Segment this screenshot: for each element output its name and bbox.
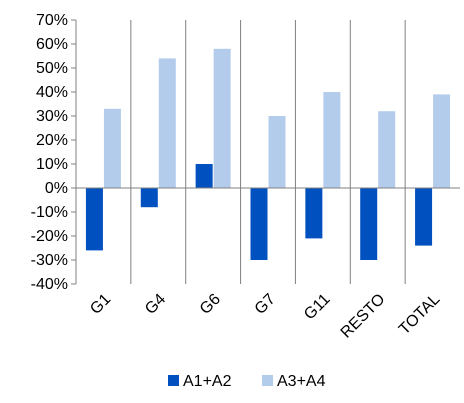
y-tick-label: 70% [36, 12, 68, 29]
y-tick-label: -10% [31, 204, 68, 221]
x-tick-label: RESTO [338, 291, 389, 342]
bar-a3a4-resto [378, 111, 396, 188]
x-tick-label: G6 [197, 291, 224, 318]
x-tick-label: G7 [252, 291, 279, 318]
y-tick-label: -20% [31, 228, 68, 245]
x-tick-label: G1 [87, 291, 114, 318]
bar-a1a2-g4 [140, 188, 158, 208]
bar-a3a4-g11 [323, 92, 341, 188]
bar-a1a2-g6 [195, 164, 213, 188]
bar-a3a4-g4 [158, 58, 176, 189]
y-tick-label: -30% [31, 252, 68, 269]
y-tick-label: 30% [36, 108, 68, 125]
y-tick-label: 20% [36, 132, 68, 149]
legend-label: A3+A4 [277, 373, 326, 390]
y-tick-label: -40% [31, 276, 68, 293]
bar-a3a4-g1 [103, 108, 121, 188]
bar-a1a2-g7 [250, 188, 268, 260]
bar-a3a4-g6 [213, 48, 231, 188]
legend-label: A1+A2 [183, 373, 232, 390]
x-axis: G1 G4 G6 G7 G11 RESTO TOTAL [76, 187, 460, 342]
bar-a1a2-g1 [85, 188, 103, 251]
y-axis: -40% -30% -20% -10% 0% 10% 20% 30% 40% 50% 60% 70% [31, 12, 77, 293]
bar-a1a2-resto [360, 188, 378, 260]
x-tick-label: G11 [301, 291, 334, 324]
bar-a1a2-total [415, 188, 433, 246]
legend-swatch [168, 375, 179, 386]
y-tick-label: 50% [36, 60, 68, 77]
y-tick-label: 10% [36, 156, 68, 173]
y-tick-label: 0% [45, 180, 68, 197]
bar-a3a4-total [433, 94, 451, 188]
legend: A1+A2 A3+A4 [168, 373, 326, 390]
legend-swatch [262, 375, 273, 386]
y-tick-label: 60% [36, 36, 68, 53]
y-tick-label: 40% [36, 84, 68, 101]
x-tick-label: G4 [142, 291, 169, 318]
x-tick-label: TOTAL [396, 291, 444, 339]
bar-a3a4-g7 [268, 116, 286, 188]
category-separators [130, 20, 406, 284]
bars [85, 48, 451, 260]
bar-a1a2-g11 [305, 188, 323, 239]
